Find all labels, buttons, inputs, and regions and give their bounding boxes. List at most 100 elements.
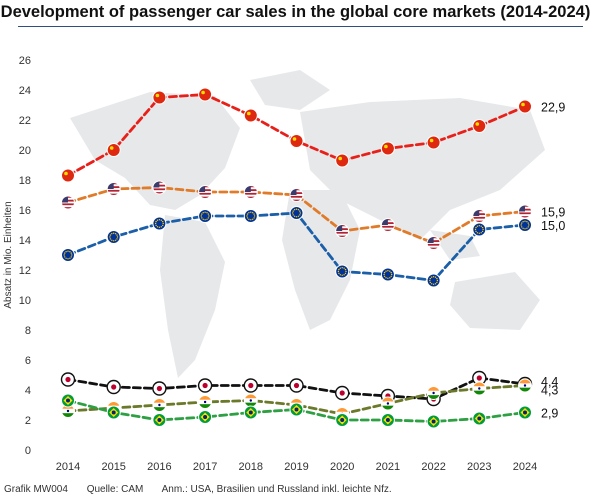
footer-source: Quelle: CAM xyxy=(86,484,144,495)
usa-flag-marker xyxy=(198,185,213,199)
end-value-label: 15,9 xyxy=(541,206,565,220)
usa-flag-marker xyxy=(243,185,258,199)
india-series-line xyxy=(66,384,527,416)
world-map-background xyxy=(70,70,545,378)
end-value-label: 2,9 xyxy=(541,407,558,421)
footer-graphic-id: Grafik MW004 xyxy=(4,484,68,495)
india-flag-marker xyxy=(472,381,487,396)
y-tick-label: 12 xyxy=(19,265,31,277)
footer-note: Anm.: USA, Brasilien und Russland inkl. … xyxy=(161,484,392,495)
eu-flag-marker xyxy=(61,248,75,262)
eu-flag-marker xyxy=(152,216,167,231)
brazil-flag-marker xyxy=(472,411,487,426)
india-flag-marker xyxy=(426,386,441,400)
china-flag-marker xyxy=(106,143,121,157)
y-tick-label: 2 xyxy=(25,415,31,427)
chart-title: Development of passenger car sales in th… xyxy=(0,3,591,21)
y-tick-label: 4 xyxy=(25,385,31,397)
end-labels: 22,9 15,915,0 4,44,3 2,9 xyxy=(541,101,565,421)
eu-flag-marker xyxy=(243,209,258,223)
brazil-flag-marker xyxy=(380,413,395,427)
usa-flag-marker xyxy=(106,182,121,196)
usa-flag-marker xyxy=(518,204,532,219)
usa-flag-marker xyxy=(472,209,487,223)
usa-flag-marker xyxy=(289,188,304,202)
x-tick-label: 2017 xyxy=(193,461,217,473)
eu-flag-marker xyxy=(335,264,350,279)
eu-flag-marker xyxy=(472,222,487,237)
eu-flag-marker xyxy=(426,273,441,288)
india-flag-marker xyxy=(380,396,395,411)
chart-footer: Grafik MW004 Quelle: CAM Anm.: USA, Bras… xyxy=(4,484,408,495)
china-flag-marker xyxy=(426,135,441,150)
india-flag-marker xyxy=(243,393,258,408)
y-tick-label: 16 xyxy=(19,205,31,217)
eu-flag-marker xyxy=(198,209,213,223)
y-axis-label: Absatz in Mio. Einheiten xyxy=(3,201,14,308)
eu-flag-marker xyxy=(106,230,121,244)
china-flag-marker xyxy=(198,87,213,102)
x-tick-label: 2018 xyxy=(239,461,263,473)
y-tick-label: 0 xyxy=(25,445,31,457)
brazil-flag-marker xyxy=(289,402,304,417)
usa-flag-marker xyxy=(61,195,75,210)
x-tick-label: 2021 xyxy=(376,461,400,473)
x-tick-label: 2019 xyxy=(284,461,308,473)
y-tick-label: 18 xyxy=(19,175,31,187)
india-flag-marker xyxy=(152,398,167,412)
usa-flag-marker xyxy=(335,224,350,238)
x-tick-label: 2014 xyxy=(56,461,80,473)
brazil-flag-marker xyxy=(335,413,350,427)
y-tick-label: 22 xyxy=(19,115,31,127)
y-tick-label: 8 xyxy=(25,325,31,337)
y-tick-label: 24 xyxy=(19,85,31,97)
y-tick-label: 26 xyxy=(19,55,31,67)
brazil-flag-marker xyxy=(198,410,213,424)
eu-flag-marker xyxy=(518,218,532,232)
japan-flag-marker xyxy=(335,385,350,401)
x-tick-label: 2016 xyxy=(147,461,171,473)
eu-flag-marker xyxy=(289,206,304,220)
y-tick-label: 10 xyxy=(19,295,31,307)
japan-flag-marker xyxy=(60,372,76,387)
india-flag-marker xyxy=(518,378,532,393)
japan-flag-marker xyxy=(106,379,121,395)
india-flag-marker xyxy=(198,395,213,409)
china-flag-marker xyxy=(518,99,532,114)
x-tick-label: 2020 xyxy=(330,461,354,473)
usa-flag-marker xyxy=(380,218,395,232)
end-value-label: 4,3 xyxy=(541,384,558,398)
brazil-flag-marker xyxy=(243,405,258,420)
japan-flag-marker xyxy=(289,378,304,393)
end-value-label: 22,9 xyxy=(541,101,565,115)
brazil-flag-marker xyxy=(61,393,75,408)
y-tick-label: 20 xyxy=(19,145,31,157)
brazil-flag-marker xyxy=(152,413,167,427)
china-flag-marker xyxy=(243,108,258,123)
brazil-flag-marker xyxy=(426,414,441,429)
x-tick-label: 2024 xyxy=(513,461,537,473)
brazil-flag-marker xyxy=(106,405,121,420)
china-flag-marker xyxy=(61,168,75,183)
x-tick-label: 2023 xyxy=(467,461,491,473)
title-divider xyxy=(18,26,583,27)
china-flag-marker xyxy=(289,134,304,148)
usa-flag-marker xyxy=(426,236,441,250)
japan-flag-marker xyxy=(197,378,213,393)
china-flag-marker xyxy=(152,90,167,105)
japan-flag-marker xyxy=(243,378,259,393)
china-flag-marker xyxy=(335,153,350,168)
end-value-label: 4,4 xyxy=(541,375,558,389)
eu-flag-marker xyxy=(380,267,395,282)
series-markers xyxy=(60,87,533,429)
x-tick-label: 2015 xyxy=(101,461,125,473)
end-value-label: 15,0 xyxy=(541,219,565,233)
y-tick-label: 14 xyxy=(19,235,31,247)
china-flag-marker xyxy=(472,119,487,133)
x-tick-label: 2022 xyxy=(421,461,445,473)
brazil-flag-marker xyxy=(518,405,532,420)
usa-flag-marker xyxy=(152,180,167,195)
china-flag-marker xyxy=(380,141,395,156)
